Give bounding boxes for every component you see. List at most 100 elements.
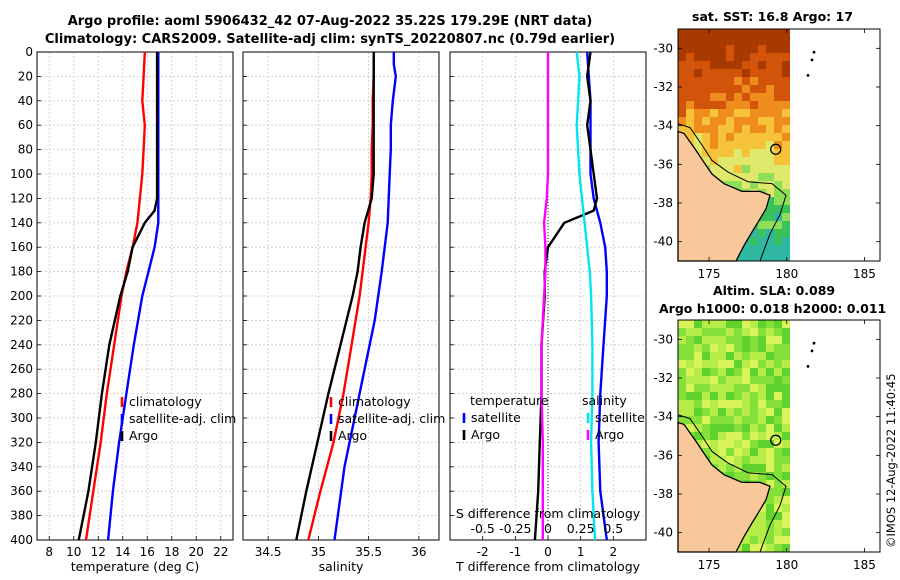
- map-cell: [750, 472, 759, 481]
- x-tick-label: 34.5: [255, 545, 282, 559]
- map-cell: [710, 408, 719, 417]
- map-cell: [710, 376, 719, 385]
- map-cell: [734, 328, 743, 337]
- map-cell: [702, 109, 711, 118]
- map-cell: [750, 424, 759, 433]
- map-cell: [758, 352, 767, 361]
- map-cell: [782, 29, 791, 38]
- map-cell: [726, 93, 735, 102]
- map-cell: [766, 93, 775, 102]
- map-cell: [758, 77, 767, 86]
- map-cell: [742, 125, 751, 134]
- isobath-contour: [677, 414, 787, 553]
- map-cell: [742, 173, 751, 182]
- legend-label: climatology: [338, 394, 411, 409]
- map-cell: [734, 408, 743, 417]
- map-cell: [766, 336, 775, 345]
- map-cell: [766, 181, 775, 190]
- map-cell: [742, 400, 751, 409]
- argo-position-marker: [770, 434, 782, 446]
- map-cell: [726, 61, 735, 70]
- map-cell: [710, 69, 719, 78]
- map-cell: [694, 384, 703, 393]
- map-cell: [782, 360, 791, 369]
- map-cell: [766, 165, 775, 174]
- map-cell: [774, 472, 783, 481]
- map-cell: [774, 197, 783, 206]
- map-cell: [678, 392, 687, 401]
- map-cell: [750, 45, 759, 54]
- map-cell: [758, 117, 767, 126]
- map-cell: [742, 245, 751, 254]
- map-cell: [758, 165, 767, 174]
- map-cell: [734, 85, 743, 94]
- map-cell: [782, 456, 791, 465]
- map-cell: [702, 368, 711, 377]
- new-zealand-landmass: [677, 421, 771, 553]
- map-cell: [758, 384, 767, 393]
- figure-title-line1: Argo profile: aoml 5906432_42 07-Aug-202…: [67, 14, 593, 29]
- map-cell: [678, 352, 687, 361]
- map-cell: [782, 181, 791, 190]
- x-tick-label: 2: [610, 545, 618, 559]
- map-cell: [734, 320, 743, 329]
- map-y-tick-label: -32: [653, 80, 673, 94]
- map-cell: [750, 392, 759, 401]
- map-cell: [710, 456, 719, 465]
- map-cell: [718, 360, 727, 369]
- legend-label: Argo: [595, 427, 624, 442]
- map-cell: [718, 328, 727, 337]
- map-cell: [686, 376, 695, 385]
- figure-title-line2: Climatology: CARS2009. Satellite-adj cli…: [44, 32, 616, 47]
- diff-line-salinity-satellite: [575, 51, 597, 541]
- x-tick-label: 35.5: [355, 545, 382, 559]
- map-cell: [734, 181, 743, 190]
- map-cell: [734, 384, 743, 393]
- map-cell: [782, 69, 791, 78]
- map-cell: [774, 245, 783, 254]
- map-cell: [758, 536, 767, 545]
- map-cell: [774, 320, 783, 329]
- map-cell: [726, 392, 735, 401]
- map-cell: [766, 45, 775, 54]
- map-cell: [742, 424, 751, 433]
- map-cell: [758, 29, 767, 38]
- map-cell: [766, 416, 775, 425]
- map-cell: [750, 432, 759, 441]
- map-cell: [702, 149, 711, 158]
- map-cell: [766, 424, 775, 433]
- map-cell: [734, 400, 743, 409]
- map-cell: [710, 368, 719, 377]
- salinity-line-satellite-adj--clim: [333, 52, 397, 541]
- map-cell: [750, 464, 759, 473]
- map-cell: [718, 352, 727, 361]
- map-cell: [750, 37, 759, 46]
- map-cell: [742, 456, 751, 465]
- map-cell: [758, 544, 767, 553]
- map-cell: [726, 173, 735, 182]
- map-cell: [678, 416, 687, 425]
- map-cell: [726, 376, 735, 385]
- map-cell: [726, 29, 735, 38]
- map-cell: [734, 376, 743, 385]
- map-cell: [702, 141, 711, 150]
- map-cell: [766, 448, 775, 457]
- map-cell: [750, 53, 759, 62]
- map-cell: [750, 85, 759, 94]
- map-cell: [734, 141, 743, 150]
- map-cell: [710, 440, 719, 449]
- map-cell: [702, 93, 711, 102]
- map-cell: [750, 77, 759, 86]
- map-cell: [678, 360, 687, 369]
- map-cell: [774, 376, 783, 385]
- map-cell: [702, 85, 711, 94]
- y-tick-label: 340: [10, 460, 33, 474]
- map-cell: [694, 101, 703, 110]
- legend-label: satellite: [595, 410, 645, 425]
- map-cell: [710, 117, 719, 126]
- map-cell: [726, 424, 735, 433]
- map-no-data-region: [790, 320, 880, 552]
- map-x-tick-label: 180: [775, 558, 798, 572]
- map-y-tick-label: -40: [653, 235, 673, 249]
- map-cell: [694, 328, 703, 337]
